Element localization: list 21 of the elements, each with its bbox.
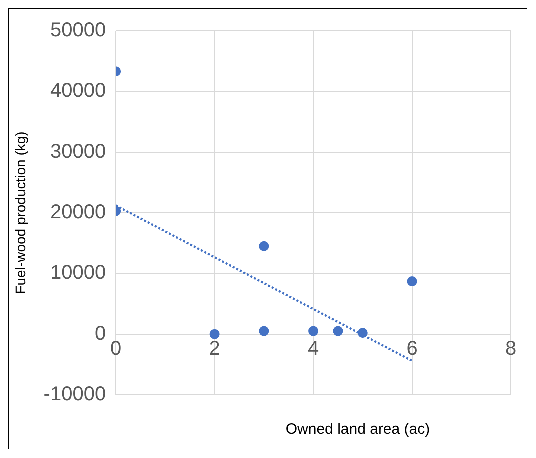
point xyxy=(259,241,270,252)
y-axis-title: Fuel-wood production (kg) xyxy=(12,132,28,294)
x-axis-title: Owned land area (ac) xyxy=(284,421,432,438)
x-tick-label: 4 xyxy=(308,338,320,360)
point xyxy=(259,326,270,336)
y-tick-label: -10000 xyxy=(44,384,106,406)
y-tick-label: 30000 xyxy=(50,140,106,163)
point xyxy=(407,276,418,287)
x-tick-label: 2 xyxy=(209,338,220,360)
x-tick-label: 6 xyxy=(406,338,418,360)
point xyxy=(358,328,368,338)
y-tick-label: 50000 xyxy=(50,20,106,42)
y-tick-label: 0 xyxy=(94,322,106,345)
point xyxy=(333,326,344,336)
y-tick-label: 40000 xyxy=(50,80,106,102)
point xyxy=(210,329,220,340)
x-tick-label: 0 xyxy=(110,338,122,360)
x-tick-label: 8 xyxy=(505,338,517,360)
point xyxy=(308,326,319,336)
y-tick-label: 20000 xyxy=(50,202,106,224)
y-tick-label: 10000 xyxy=(50,262,106,284)
